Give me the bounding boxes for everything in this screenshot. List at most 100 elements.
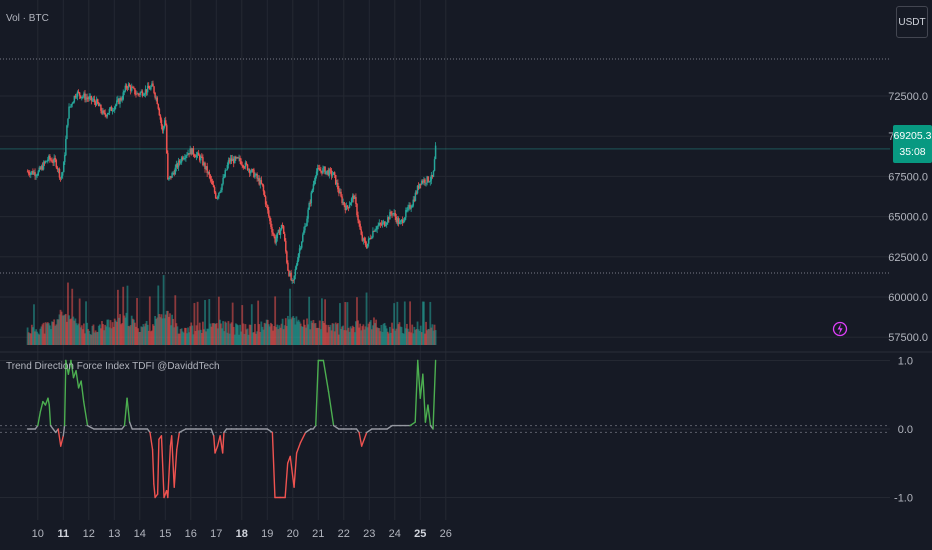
candle-body	[158, 108, 161, 116]
candle-body	[389, 212, 391, 220]
time-tick-label: 14	[134, 528, 146, 540]
candle-body	[360, 229, 362, 235]
volume-bar	[132, 319, 135, 345]
volume-bar	[27, 332, 30, 345]
price-axis[interactable]: 72500.070000.067500.065000.062500.060000…	[888, 91, 928, 505]
candle-body	[343, 202, 345, 206]
volume-bar	[188, 332, 190, 345]
candle-body	[297, 253, 300, 261]
candle-body	[66, 125, 68, 140]
candle-body	[254, 174, 256, 178]
volume-bar	[341, 326, 343, 345]
time-axis[interactable]: 10 11 12 13 14 15 16 17 18 19 20 21 22 23 24 25 26	[32, 528, 452, 540]
candle-body	[179, 162, 182, 164]
flash-event-icon[interactable]	[832, 321, 848, 337]
candle-body	[213, 187, 216, 193]
volume-bar	[78, 298, 81, 345]
volume-bar	[239, 324, 241, 345]
candle-body	[87, 98, 89, 100]
currency-button[interactable]: USDT	[896, 6, 928, 38]
volume-bar	[255, 333, 257, 345]
candle-body	[416, 185, 419, 194]
candle-body	[434, 145, 437, 160]
candle-body	[34, 172, 36, 177]
candle-body	[88, 96, 90, 100]
tdfi-segment	[153, 483, 156, 499]
candle-body	[91, 100, 94, 101]
tdfi-segment	[312, 424, 317, 430]
volume-bar	[275, 327, 278, 345]
volume-bar	[107, 319, 110, 345]
volume-bar	[34, 331, 36, 345]
candle-body	[27, 171, 30, 174]
candle-body	[245, 162, 248, 165]
tdfi-segment	[151, 448, 155, 485]
volume-bar	[244, 324, 247, 345]
candle-body	[287, 262, 289, 271]
time-tick-label: 15	[159, 528, 171, 540]
volume-bar	[118, 317, 120, 345]
volume-bar	[319, 329, 322, 345]
candle-body	[65, 139, 67, 156]
tdfi-segment	[417, 359, 421, 399]
candle-body	[353, 195, 355, 199]
candle-body	[257, 178, 259, 180]
volume-bar	[105, 326, 108, 345]
candle-body	[206, 166, 208, 174]
volume-bar	[87, 329, 90, 345]
volume-bar	[159, 317, 162, 345]
candle-body	[53, 157, 55, 163]
candle-body	[404, 217, 406, 221]
candle-body	[69, 106, 71, 108]
candle-body	[138, 94, 140, 96]
volume-bar	[100, 328, 102, 345]
candle-body	[137, 93, 139, 95]
tdfi-segment	[170, 435, 175, 488]
volume-bar	[174, 295, 177, 345]
volume-bar	[301, 326, 304, 345]
volume-bar	[194, 331, 197, 345]
volume-bar	[334, 322, 337, 345]
volume-bar	[149, 331, 152, 345]
grid-lines	[0, 0, 932, 520]
tdfi-segment	[160, 435, 165, 499]
volume-bar	[71, 288, 74, 345]
volume-bar	[324, 299, 326, 345]
volume-bar	[148, 296, 151, 345]
candle-body	[392, 213, 394, 215]
tdfi-tick-label: -1.0	[894, 493, 913, 505]
candle-body	[408, 205, 410, 207]
price-tick-label: 67500.0	[888, 171, 928, 183]
candle-body	[415, 192, 418, 194]
candle-body	[118, 98, 120, 104]
candle-body	[161, 125, 164, 131]
candle-body	[37, 171, 39, 176]
volume-bar	[416, 321, 419, 345]
volume-bar	[350, 328, 353, 345]
volume-bar	[236, 324, 238, 345]
volume-bar	[213, 323, 216, 345]
candle-body	[411, 205, 413, 208]
volume-bar	[111, 322, 114, 345]
volume-bar	[342, 325, 345, 345]
candle-body	[291, 279, 293, 281]
volume-bar	[155, 319, 158, 345]
volume-bar	[70, 318, 73, 345]
candle-body	[103, 110, 105, 113]
volume-bar	[376, 327, 379, 345]
candle-body	[285, 240, 287, 252]
volume-bar	[229, 323, 232, 345]
tdfi-segment	[62, 424, 66, 437]
candle-body	[357, 215, 359, 221]
candle-body	[196, 152, 199, 155]
volume-bar	[382, 323, 385, 345]
candle-body	[117, 98, 119, 101]
candle-body	[235, 156, 237, 159]
candle-body	[280, 225, 283, 230]
candle-body	[376, 226, 378, 230]
volume-bar	[383, 322, 386, 345]
volume-bar	[95, 332, 98, 345]
volume-bar	[251, 332, 254, 345]
candle-body	[100, 104, 102, 111]
